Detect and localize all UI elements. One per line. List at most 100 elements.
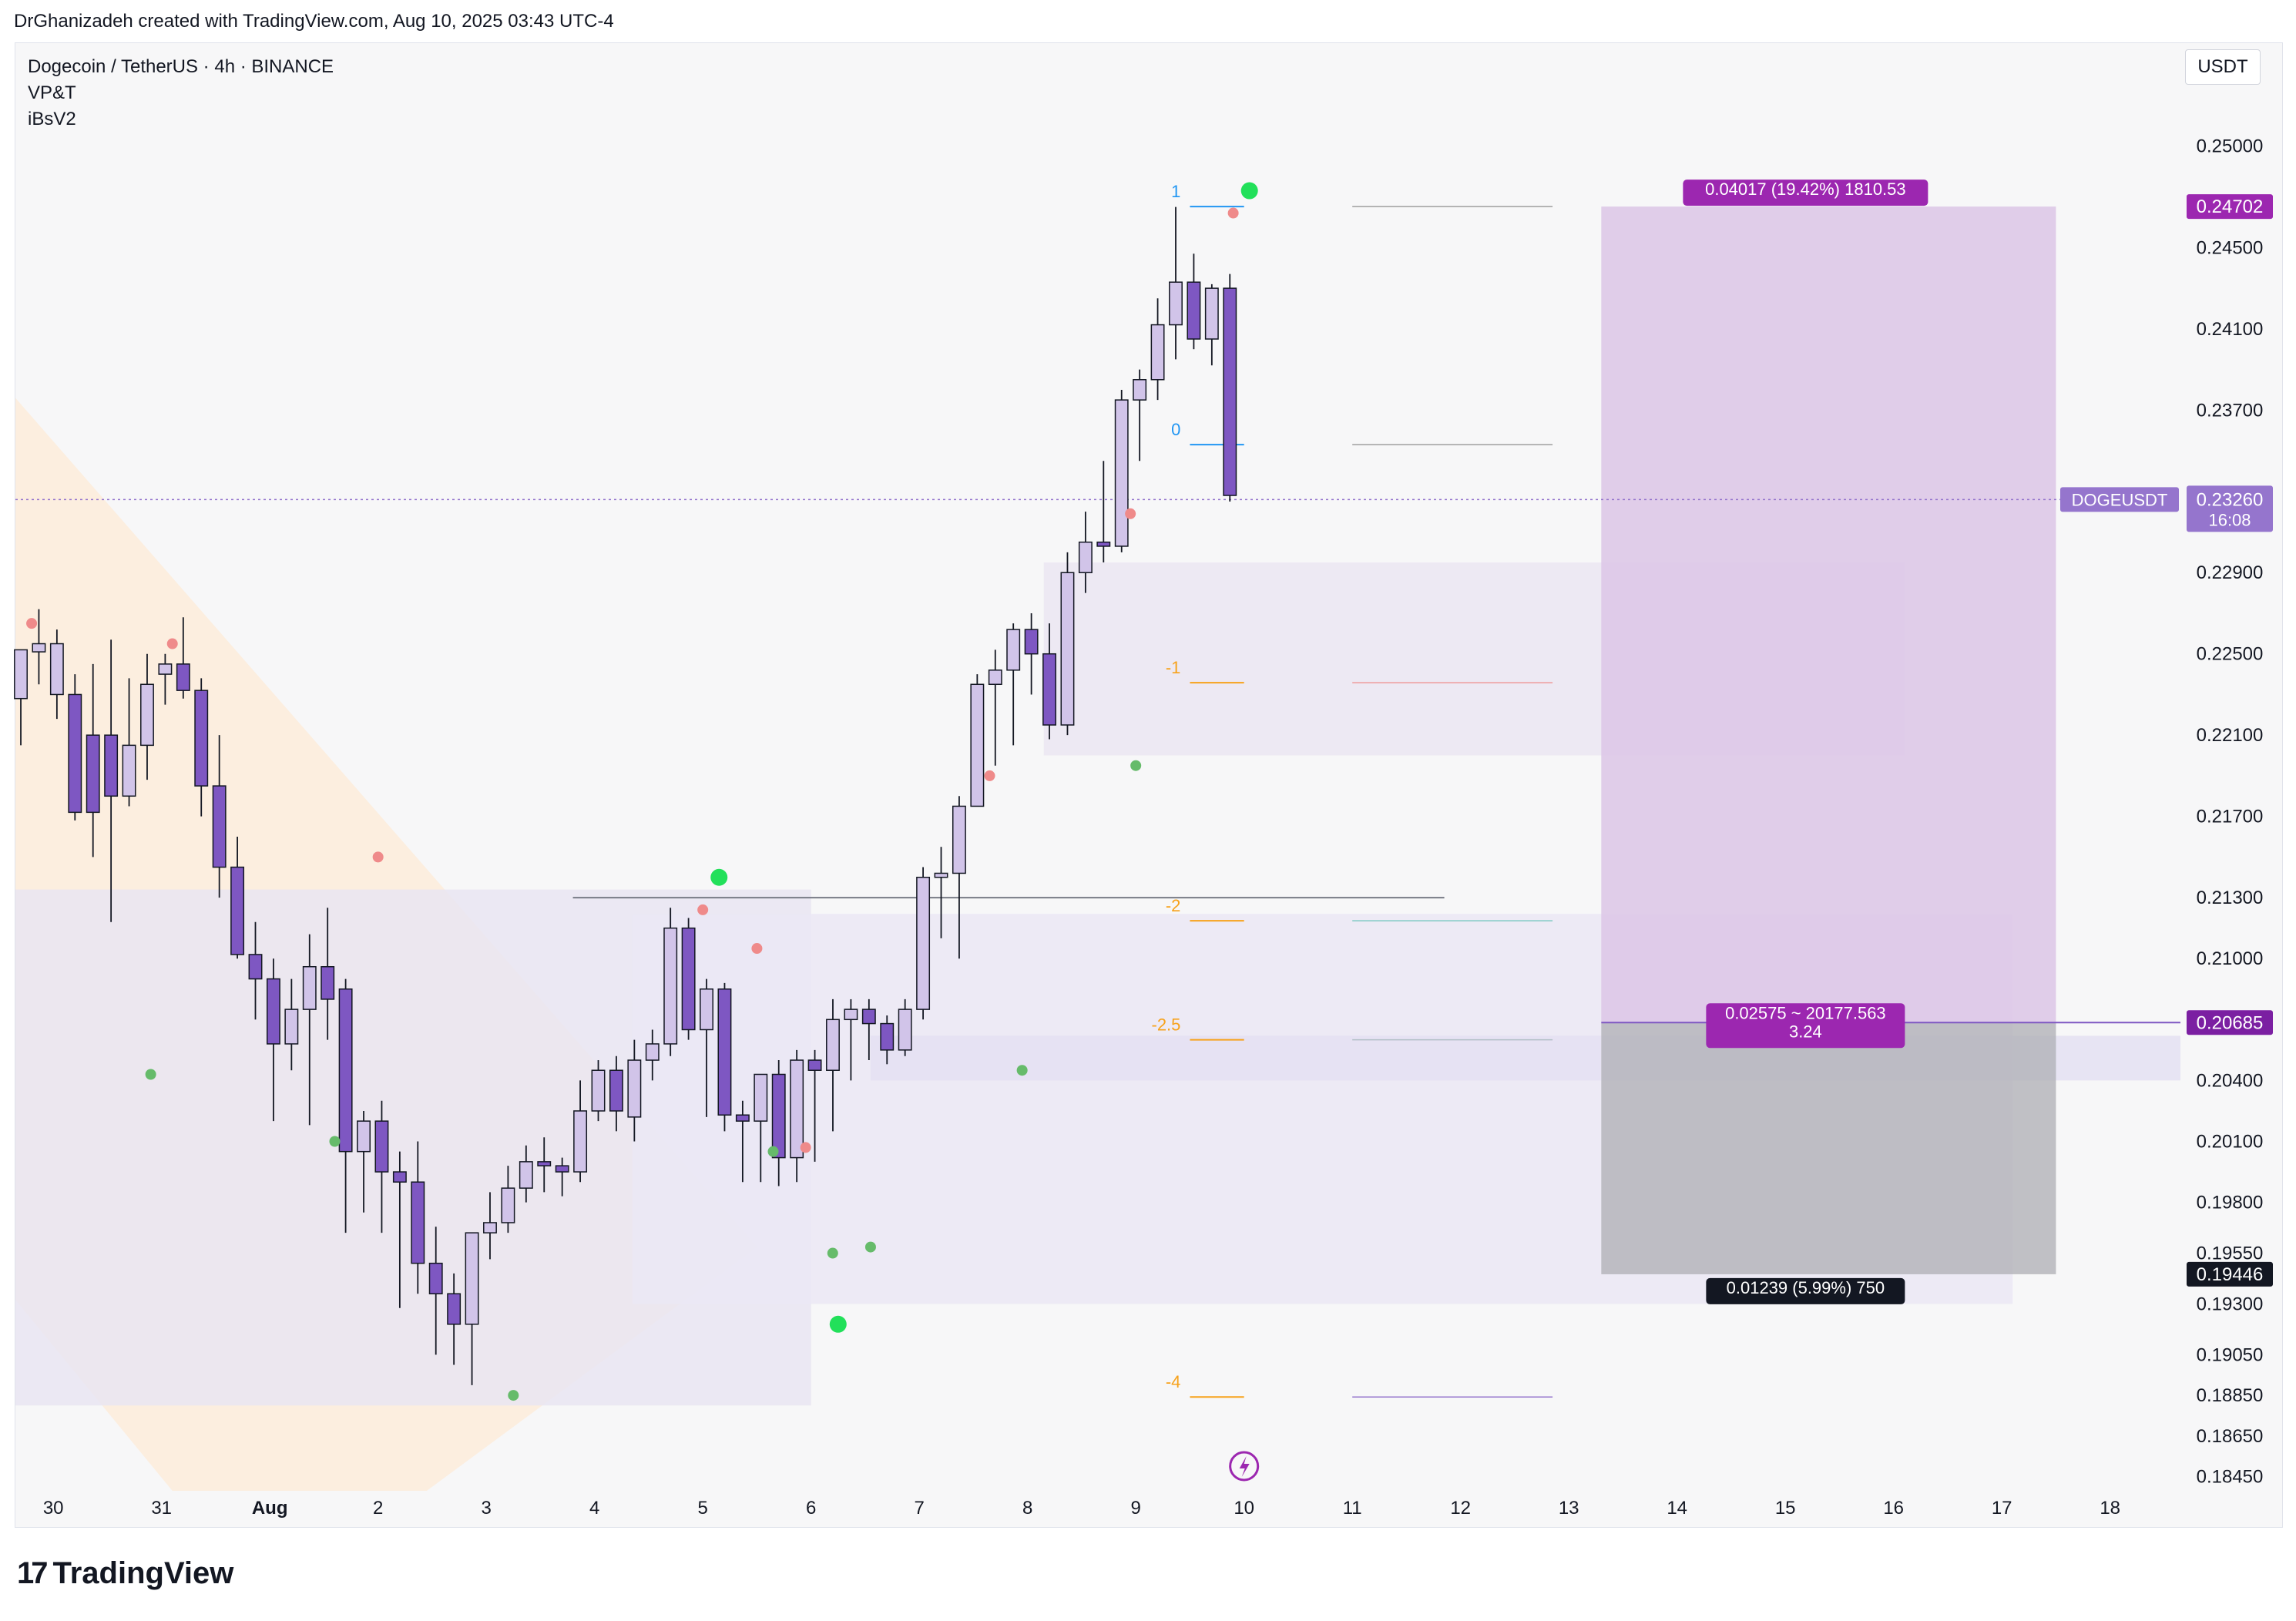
candle-body [392,1171,407,1183]
candle-19 [357,1110,371,1213]
x-tick-11: 10 [1234,1498,1254,1519]
entry-label-text-1: 3.24 [1789,1022,1822,1041]
drawing-lines: 1 0 -1 -2 -2.5 -4 [15,182,2065,1398]
x-tick-9: 8 [1022,1498,1032,1519]
pivot-high-dot-4 [751,943,763,955]
candle-14 [266,958,280,1122]
y-tick-8: 0.20400 [2197,1070,2264,1091]
target-zone [1601,206,2056,1023]
candle-18 [338,978,353,1233]
candle-body [176,663,190,691]
y-tick-21: 0.25000 [2197,136,2264,157]
time-axis: 30 31 Aug 2 3 4 5 6 7 8 9 10 11 12 13 14 15 16 17 18 [43,1498,2120,1519]
signal-dot-1 [829,1315,847,1333]
pivot-low-dot-0 [145,1069,156,1080]
symbol-badge: DOGEUSDT [2072,490,2168,509]
symbol-title[interactable]: Dogecoin / TetherUS · 4h · BINANCE [28,56,334,77]
currency-selector[interactable]: USDT [2185,49,2261,85]
candle-1 [32,609,46,685]
y-tick-15: 0.22900 [2197,562,2264,583]
candle-25 [465,1232,479,1385]
candle-24 [447,1273,462,1365]
candle-40 [735,1100,750,1183]
candle-58 [1060,552,1075,736]
stop-label-text-0: 0.01239 (5.99%) 750 [1727,1278,1885,1297]
candle-27 [501,1166,515,1233]
price-badge-bg-1 [2187,1010,2273,1035]
candle-body [501,1187,515,1223]
candle-0 [14,649,28,746]
candle-61 [1114,389,1129,552]
pivot-high-dot-6 [984,770,995,781]
price-axis: 0.18450 0.18650 0.18850 0.19050 0.19300 0.195… [2060,136,2273,1488]
x-tick-17: 16 [1883,1498,1904,1519]
candle-body [122,744,136,797]
candle-15 [284,978,299,1071]
candle-body [357,1120,371,1153]
candle-67 [1223,274,1237,502]
y-tick-18: 0.24100 [2197,319,2264,340]
x-tick-4: 3 [481,1498,491,1519]
candle-30 [555,1157,569,1196]
price-badge-bg-0 [2187,194,2273,220]
candle-body [248,954,263,980]
candle-59 [1078,512,1093,593]
candle-body [537,1161,552,1166]
markers-layer [26,182,1260,1482]
candle-11 [212,735,227,898]
indicator-vpt[interactable]: VP&T [28,82,76,103]
candle-body [14,649,28,700]
pivot-low-dot-1 [329,1136,341,1147]
candle-body [952,805,966,874]
candle-body [934,872,948,878]
candle-64 [1169,206,1183,360]
candle-body [212,785,227,868]
price-badge-1: 0.20685 [2197,1012,2264,1033]
candle-body [1060,572,1075,726]
price-badge-0: 0.24702 [2197,196,2264,217]
candle-body [104,734,119,797]
y-tick-5: 0.19550 [2197,1243,2264,1264]
candle-22 [411,1141,425,1294]
symbol-badge-bg [2060,487,2179,512]
tradingview-logo: 17 TradingView [17,1556,233,1591]
candle-body [754,1073,768,1122]
candle-54 [988,649,1002,766]
fib-level-label-2: -1 [1166,658,1181,677]
candle-body [916,876,931,1010]
tradingview-logo-icon: 17 [17,1556,48,1590]
candle-10 [194,678,209,817]
candles-layer [14,206,1237,1385]
candle-body [861,1009,876,1025]
candle-body [717,988,732,1116]
candle-6 [122,678,136,807]
candle-body [49,643,64,696]
candle-65 [1187,253,1201,350]
candle-45 [826,998,840,1132]
indicator-ibsv2[interactable]: iBsV2 [28,109,76,129]
candle-35 [645,1029,660,1081]
candle-8 [158,653,173,705]
candle-body [374,1120,389,1173]
candle-39 [717,982,732,1132]
candle-body [880,1022,895,1051]
candle-body [140,683,154,747]
candle-34 [627,1039,642,1142]
candle-body [898,1009,912,1051]
target-label-bg [1683,180,1928,206]
pivot-low-dot-5 [864,1241,876,1253]
candle-17 [321,908,335,1040]
y-tick-4: 0.19300 [2197,1294,2264,1314]
candle-body [32,643,46,653]
y-tick-11: 0.21300 [2197,888,2264,908]
x-tick-7: 6 [806,1498,816,1519]
candle-16 [302,934,317,1126]
candle-46 [844,998,858,1081]
position-tool [1601,206,2180,1274]
y-tick-3: 0.19050 [2197,1344,2264,1365]
candle-13 [248,921,263,1020]
y-tick-10: 0.21000 [2197,948,2264,969]
stop-label: 0.01239 (5.99%) 750 [1706,1277,1905,1304]
x-tick-13: 12 [1450,1498,1471,1519]
